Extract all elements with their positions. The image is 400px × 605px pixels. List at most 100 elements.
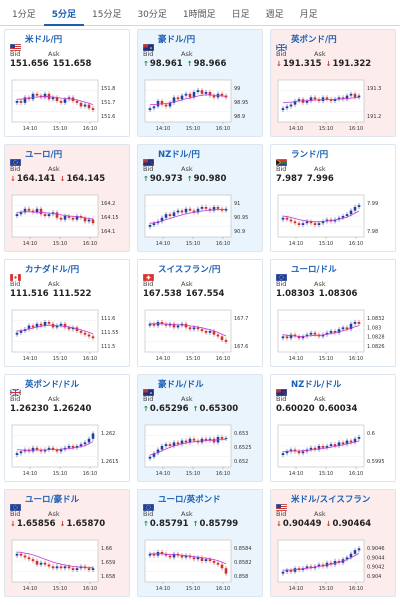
candle-body [317, 223, 321, 225]
price-chart[interactable]: 7.99 7.98 14:10 15:10 16:10 [276, 193, 391, 249]
tab-0[interactable]: 1分足 [12, 10, 36, 20]
pair-name[interactable]: 英ポンド/円 [291, 35, 337, 45]
rate-card[interactable]: NZドル/ドル Bid Ask 0.60020 0.60034 0.6 0.5995 14:1… [270, 374, 396, 482]
rate-card[interactable]: 米ドル/円 Bid Ask 151.656 151.658 151.8 151.7 151.6… [4, 29, 130, 137]
x-tick-label: 14:10 [156, 241, 170, 247]
price-chart[interactable]: 99 98.95 98.9 14:10 15:10 16:10 [143, 78, 258, 134]
price-chart[interactable]: 0.6 0.5995 14:10 15:10 16:10 [276, 423, 391, 479]
pair-name[interactable]: カナダドル/円 [25, 265, 80, 275]
tab-7[interactable]: 月足 [299, 10, 318, 20]
ask-value: 0.60034 [318, 403, 358, 414]
pair-name[interactable]: 米ドル/円 [25, 35, 63, 45]
bid-ask-values: 1.08303 1.08306 [276, 288, 391, 299]
candle-body [353, 438, 357, 443]
rate-card[interactable]: ユーロ/豪ドル Bid Ask ↓ 1.65856 ↓ 1.65870 1.66 1.659 1.… [4, 489, 130, 597]
candle-body [91, 219, 95, 224]
rate-card[interactable]: 英ポンド/ドル Bid Ask 1.26230 1.26240 1.262 1.2615 14… [4, 374, 130, 482]
pair-name[interactable]: 米ドル/スイスフラン [291, 495, 371, 505]
tab-3[interactable]: 30分足 [137, 10, 167, 20]
price-chart[interactable]: 0.9046 0.9044 0.9042 0.904 14:10 15:10 16:10 [276, 538, 391, 594]
candle-body [91, 433, 95, 439]
candle-body [333, 219, 337, 222]
pair-name[interactable]: ユーロ/豪ドル [25, 495, 80, 505]
pair-name[interactable]: ユーロ/円 [25, 150, 63, 160]
price-chart[interactable]: 1.262 1.2615 14:10 15:10 16:10 [10, 423, 125, 479]
candle-body [345, 327, 349, 330]
rate-card[interactable]: 豪ドル/ドル Bid Ask ↑ 0.65296 ↑ 0.65300 0.653 0.6525 0… [137, 374, 263, 482]
candle-body [200, 207, 204, 209]
up-arrow-icon: ↑ [143, 519, 149, 528]
card-header: ユーロ/ドル [275, 263, 391, 281]
x-tick-label: 16:10 [83, 356, 97, 362]
y-tick-label: 1.658 [101, 574, 115, 580]
candle-body [43, 449, 47, 452]
tab-1[interactable]: 5分足 [43, 0, 84, 26]
pair-name[interactable]: 豪ドル/円 [158, 35, 196, 45]
bid-label: Bid [143, 510, 154, 518]
bid-ask-labels: Bid Ask [143, 165, 258, 173]
candle-body [63, 216, 67, 220]
pair-name[interactable]: 豪ドル/ドル [158, 380, 204, 390]
candle-body [337, 561, 341, 563]
rate-card[interactable]: カナダドル/円 Bid Ask 111.516 111.522 111.6 111.55 11… [4, 259, 130, 367]
price-chart[interactable]: 1.0832 1.083 1.0828 1.0826 14:10 15:10 16:10 [276, 308, 391, 364]
rate-card[interactable]: スイスフラン/円 Bid Ask 167.538 167.554 167.7 167.6 14… [137, 259, 263, 367]
candle-body [67, 216, 71, 218]
candle-body [200, 557, 204, 561]
candle-body [224, 340, 228, 342]
price-chart[interactable]: 111.6 111.55 111.5 14:10 15:10 16:10 [10, 308, 125, 364]
rate-card[interactable]: 米ドル/スイスフラン Bid Ask ↓ 0.90449 ↓ 0.90464 0.9046 0.… [270, 489, 396, 597]
bid-ask-labels: Bid Ask [276, 50, 391, 58]
candle-body [27, 325, 31, 330]
ask-label: Ask [314, 510, 326, 518]
rate-card[interactable]: NZドル/円 Bid Ask ↑ 90.973 ↑ 90.980 91 90.95 90.9 14:… [137, 144, 263, 252]
price-chart[interactable]: 164.2 164.15 164.1 14:10 15:10 16:10 [10, 193, 125, 249]
candle-body [75, 568, 79, 570]
rate-card[interactable]: 豪ドル/円 Bid Ask ↑ 98.961 ↑ 98.966 99 98.95 98.9 14:1… [137, 29, 263, 137]
candle-body [192, 438, 196, 441]
pair-name[interactable]: NZドル/円 [158, 150, 200, 160]
bid-value-wrap: 7.987 [276, 174, 303, 184]
card-header: 豪ドル/円 [142, 33, 258, 51]
nz-flag-icon [275, 381, 288, 396]
price-chart[interactable]: 151.8 151.7 151.6 14:10 15:10 16:10 [10, 78, 125, 134]
candle-body [309, 332, 313, 335]
x-tick-label: 16:10 [349, 471, 363, 477]
price-chart[interactable]: 0.653 0.6525 0.652 14:10 15:10 16:10 [143, 423, 258, 479]
tab-6[interactable]: 週足 [265, 10, 284, 20]
bid-ask-labels: Bid Ask [10, 510, 125, 518]
bid-ask-labels: Bid Ask [143, 50, 258, 58]
pair-name[interactable]: ランド/円 [291, 150, 329, 160]
x-tick-label: 14:10 [289, 586, 303, 592]
x-tick-label: 15:10 [186, 241, 200, 247]
price-chart[interactable]: 1.66 1.659 1.658 14:10 15:10 16:10 [10, 538, 125, 594]
rate-card[interactable]: 英ポンド/円 Bid Ask ↓ 191.315 ↓ 191.322 191.3 191.2 14… [270, 29, 396, 137]
rate-card[interactable]: ランド/円 Bid Ask 7.987 7.996 7.99 7.98 14:10 15:10 1… [270, 144, 396, 252]
price-chart[interactable]: 91 90.95 90.9 14:10 15:10 16:10 [143, 193, 258, 249]
bid-ask-values: 111.516 111.522 [10, 288, 125, 299]
x-tick-label: 15:10 [186, 471, 200, 477]
price-chart[interactable]: 167.7 167.6 14:10 15:10 16:10 [143, 308, 258, 364]
candle-body [188, 438, 192, 443]
pair-name[interactable]: NZドル/ドル [291, 380, 342, 390]
candle-body [152, 323, 156, 326]
price-chart[interactable]: 191.3 191.2 14:10 15:10 16:10 [276, 78, 391, 134]
tab-5[interactable]: 日足 [231, 10, 250, 20]
pair-name[interactable]: ユーロ/ドル [291, 265, 337, 275]
pair-name[interactable]: スイスフラン/円 [158, 265, 221, 275]
rate-card[interactable]: ユーロ/円 Bid Ask ↓ 164.141 ↓ 164.145 164.2 164.15 16… [4, 144, 130, 252]
pair-name[interactable]: 英ポンド/ドル [25, 380, 80, 390]
rate-card[interactable]: ユーロ/ドル Bid Ask 1.08303 1.08306 1.0832 1.083 1.0… [270, 259, 396, 367]
candle-body [337, 97, 341, 100]
candle-body [289, 219, 293, 222]
price-chart[interactable]: 0.8584 0.8582 0.858 14:10 15:10 16:10 [143, 538, 258, 594]
bid-ask-values: 0.60020 0.60034 [276, 403, 391, 414]
candle-body [43, 214, 47, 216]
rate-card[interactable]: ユーロ/英ポンド Bid Ask ↑ 0.85791 ↑ 0.85799 0.8584 0.85… [137, 489, 263, 597]
y-tick-label: 1.0832 [367, 316, 385, 322]
bid-ask-labels: Bid Ask [143, 280, 258, 288]
ask-value-wrap: ↑ 98.966 [187, 59, 227, 69]
tab-4[interactable]: 1時間足 [182, 10, 216, 20]
tab-2[interactable]: 15分足 [92, 10, 122, 20]
pair-name[interactable]: ユーロ/英ポンド [158, 495, 221, 505]
